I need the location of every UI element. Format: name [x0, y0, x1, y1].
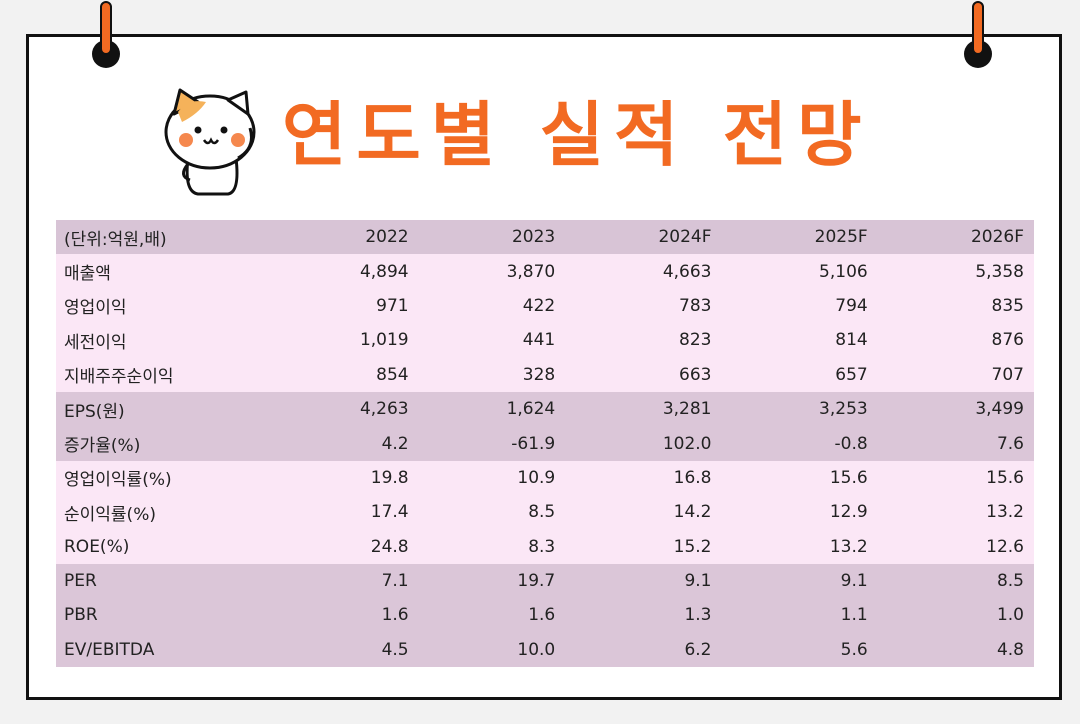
row-value: 9.1 — [840, 571, 868, 592]
row-value: 7.6 — [996, 433, 1024, 454]
row-value: 971 — [376, 295, 409, 316]
table-row: PER 7.1 19.7 9.1 9.1 8.5 — [56, 563, 1034, 599]
row-label: PER — [64, 571, 97, 592]
row-value: 4.2 — [381, 433, 409, 454]
row-label: 세전이익 — [64, 332, 127, 353]
row-value: 422 — [522, 295, 556, 316]
row-value: 876 — [991, 330, 1024, 351]
row-value: 823 — [679, 330, 712, 351]
table-body: 매출액 4,894 3,870 4,663 5,106 5,358 영업이익 971 422 78… — [56, 254, 1034, 668]
row-value: 102.0 — [662, 433, 712, 454]
row-value: 3,499 — [975, 399, 1024, 420]
row-value: 10.0 — [517, 639, 556, 660]
table-row: 세전이익 1,019 441 823 814 876 — [56, 323, 1034, 358]
row-label: EPS(원) — [64, 401, 125, 422]
row-value: 657 — [835, 364, 868, 385]
table-row: EPS(원) 4,263 1,624 3,281 3,253 3,499 — [56, 391, 1034, 427]
row-value: 24.8 — [370, 536, 409, 557]
row-value: 814 — [835, 330, 868, 351]
row-value: 3,281 — [662, 399, 712, 420]
row-value: -61.9 — [511, 433, 556, 454]
row-value: 328 — [522, 364, 556, 385]
row-value: 8.3 — [528, 536, 556, 557]
row-value: 1.3 — [684, 605, 712, 626]
row-value: 5,358 — [975, 261, 1024, 282]
table-row: 영업이익률(%) 19.8 10.9 16.8 15.6 15.6 — [56, 460, 1034, 496]
row-label: 매출액 — [64, 264, 111, 285]
row-value: 12.9 — [829, 502, 868, 523]
table-row: ROE(%) 24.8 8.3 15.2 13.2 12.6 — [56, 529, 1034, 564]
header-year: 2025F — [814, 227, 868, 248]
row-value: 14.2 — [673, 502, 712, 523]
header-year: 2022 — [365, 227, 409, 248]
row-value: 7.1 — [381, 571, 409, 592]
table-row: PBR 1.6 1.6 1.3 1.1 1.0 — [56, 598, 1034, 633]
row-value: 663 — [679, 364, 712, 385]
row-value: 3,870 — [506, 261, 556, 282]
row-value: 4,263 — [359, 399, 409, 420]
earnings-forecast-table: (단위:억원,배) 2022 2023 2024F 2025F 2026F 매출… — [56, 220, 1034, 668]
row-value: 783 — [679, 295, 712, 316]
row-value: 13.2 — [986, 502, 1024, 523]
table-header-row: (단위:억원,배) 2022 2023 2024F 2025F 2026F — [56, 220, 1034, 255]
cat-mascot-icon — [164, 88, 256, 196]
row-value: 4.5 — [381, 639, 409, 660]
row-label: 영업이익 — [64, 298, 127, 319]
table-row: 지배주주순이익 854 328 663 657 707 — [56, 357, 1034, 392]
row-value: 1,019 — [359, 330, 409, 351]
row-label: 순이익률(%) — [64, 504, 156, 525]
row-label: 지배주주순이익 — [64, 367, 174, 388]
row-value: 1.6 — [528, 605, 556, 626]
row-value: 4,663 — [662, 261, 712, 282]
row-value: 15.2 — [673, 536, 712, 557]
table-row: 매출액 4,894 3,870 4,663 5,106 5,358 — [56, 254, 1034, 289]
row-value: 707 — [991, 364, 1024, 385]
row-label: 증가율(%) — [64, 436, 141, 457]
row-value: 5.6 — [840, 639, 868, 660]
row-value: 441 — [522, 330, 556, 351]
row-value: 4.8 — [996, 639, 1024, 660]
header-year: 2023 — [511, 227, 556, 248]
row-value: 16.8 — [673, 467, 712, 488]
table-row: 영업이익 971 422 783 794 835 — [56, 288, 1034, 324]
row-value: 6.2 — [684, 639, 712, 660]
row-value: 794 — [835, 295, 868, 316]
row-value: 13.2 — [829, 536, 868, 557]
row-label: PBR — [64, 605, 98, 626]
row-value: 4,894 — [359, 261, 409, 282]
header-year: 2026F — [970, 227, 1024, 248]
row-value: 9.1 — [684, 571, 712, 592]
row-value: 854 — [376, 364, 409, 385]
row-value: 835 — [991, 295, 1024, 316]
push-pin-icon — [92, 1, 120, 68]
table-row: EV/EBITDA 4.5 10.0 6.2 5.6 4.8 — [56, 632, 1034, 668]
row-value: 1.6 — [381, 605, 409, 626]
row-value: -0.8 — [834, 433, 868, 454]
push-pin-icon — [964, 1, 992, 68]
header-year: 2024F — [658, 227, 712, 248]
row-value: 8.5 — [528, 502, 556, 523]
row-value: 15.6 — [986, 467, 1024, 488]
row-value: 1.0 — [996, 605, 1024, 626]
row-value: 15.6 — [829, 467, 868, 488]
row-value: 1.1 — [840, 605, 868, 626]
row-label: 영업이익률(%) — [64, 470, 172, 491]
row-value: 17.4 — [370, 502, 409, 523]
row-value: 1,624 — [506, 399, 556, 420]
row-value: 5,106 — [819, 261, 868, 282]
table-row: 순이익률(%) 17.4 8.5 14.2 12.9 13.2 — [56, 495, 1034, 530]
page-title: 연도별 실적 전망 — [282, 94, 872, 176]
row-value: 19.8 — [370, 467, 409, 488]
header-unit: (단위:억원,배) — [64, 229, 167, 250]
table-row: 증가율(%) 4.2 -61.9 102.0 -0.8 7.6 — [56, 426, 1034, 461]
row-value: 8.5 — [996, 571, 1024, 592]
row-value: 3,253 — [819, 399, 868, 420]
row-value: 19.7 — [517, 571, 556, 592]
row-value: 10.9 — [517, 467, 556, 488]
row-label: EV/EBITDA — [64, 639, 155, 660]
row-label: ROE(%) — [64, 536, 130, 557]
row-value: 12.6 — [986, 536, 1024, 557]
